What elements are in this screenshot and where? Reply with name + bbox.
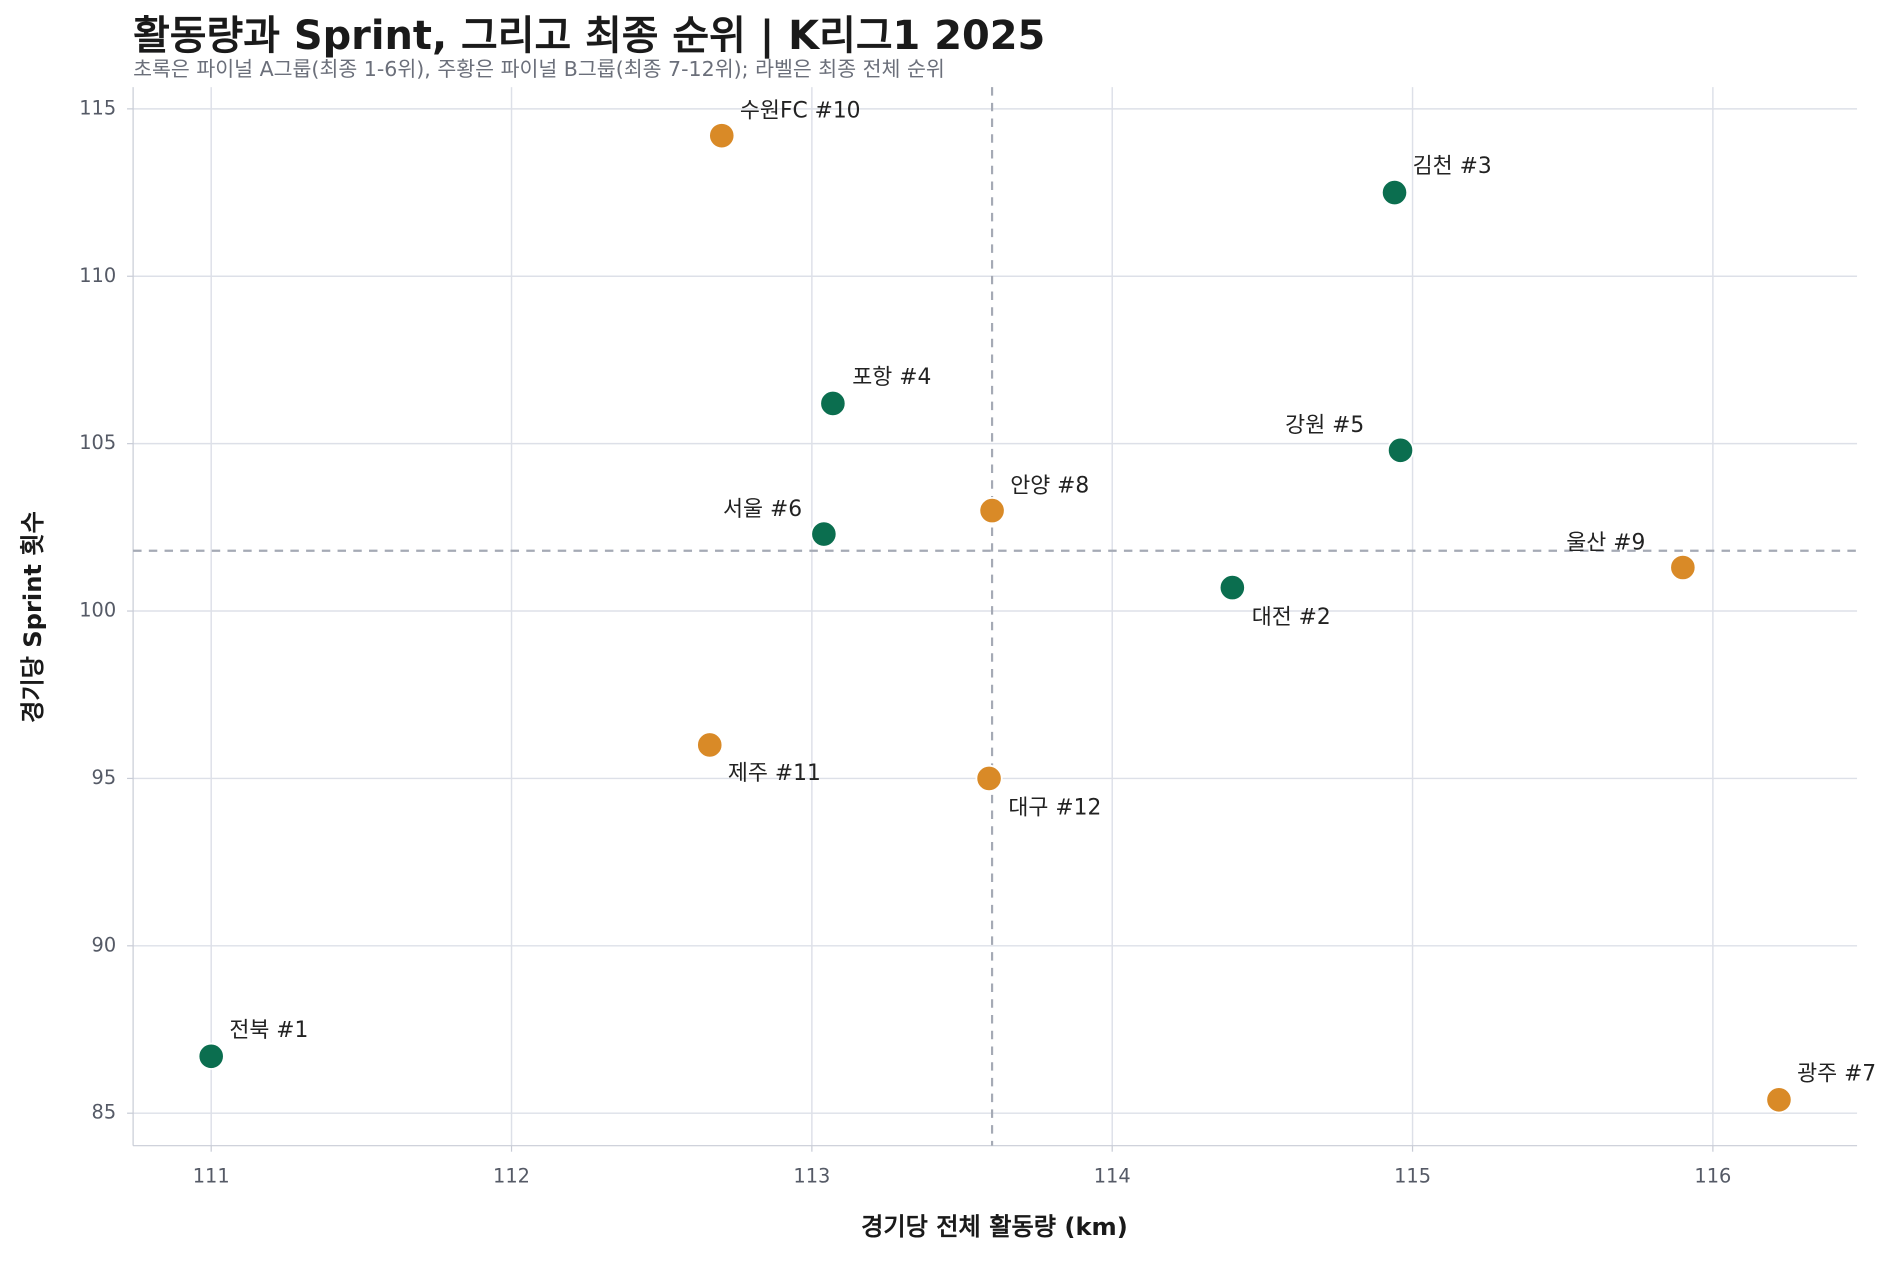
point <box>197 1042 225 1070</box>
x-tick-label: 116 <box>1694 1165 1731 1188</box>
chart-subtitle: 초록은 파이널 A그룹(최종 1-6위), 주황은 파이널 B그룹(최종 7-1… <box>133 57 945 81</box>
point-label: 울산 #9 <box>1566 530 1645 555</box>
y-axis-label: 경기당 Sprint 횟수 <box>19 511 47 723</box>
x-axis-label: 경기당 전체 활동량 (km) <box>861 1213 1128 1241</box>
y-tick-label: 95 <box>92 766 117 789</box>
point-label: 대구 #12 <box>1008 796 1101 821</box>
y-tick-label: 100 <box>79 599 116 622</box>
point-label: 전북 #1 <box>229 1018 308 1043</box>
point <box>819 389 847 418</box>
point-label: 제주 #11 <box>728 761 821 786</box>
point-label: 안양 #8 <box>1010 473 1089 498</box>
chart-title: 활동량과 Sprint, 그리고 최종 순위 | K리그1 2025 <box>133 13 1045 59</box>
point-label: 김천 #3 <box>1413 154 1492 179</box>
point <box>978 496 1006 525</box>
y-tick-label: 115 <box>79 96 116 119</box>
point <box>1218 573 1246 602</box>
point-label: 수원FC #10 <box>740 98 861 123</box>
x-tick-label: 113 <box>793 1165 830 1188</box>
point <box>1386 436 1415 464</box>
point-label: 서울 #6 <box>723 497 802 522</box>
x-tick-label: 115 <box>1394 1165 1431 1188</box>
point <box>708 122 736 150</box>
x-tick-label: 111 <box>193 1165 230 1188</box>
point <box>1669 553 1697 582</box>
point <box>696 731 724 759</box>
point-label: 강원 #5 <box>1285 413 1364 438</box>
point <box>810 520 838 548</box>
y-tick-label: 105 <box>79 431 116 454</box>
y-tick-label: 90 <box>92 933 117 956</box>
y-tick-label: 110 <box>79 264 116 287</box>
point-label: 대전 #2 <box>1252 605 1331 630</box>
point <box>975 764 1003 793</box>
x-tick-label: 112 <box>493 1165 530 1188</box>
point <box>1765 1086 1793 1114</box>
point-label: 포항 #4 <box>852 365 931 390</box>
point-label: 광주 #7 <box>1797 1061 1876 1086</box>
y-tick-label: 85 <box>92 1101 117 1124</box>
point <box>1380 178 1409 207</box>
x-tick-label: 114 <box>1094 1165 1131 1188</box>
